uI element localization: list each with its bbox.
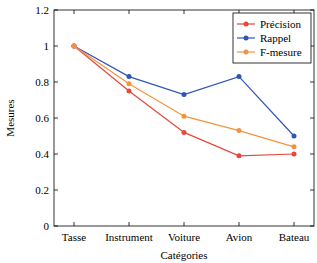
- legend: Précision Rappel F-mesure: [233, 13, 311, 63]
- legend-label: Rappel: [260, 32, 291, 44]
- x-tick-label: Avion: [226, 231, 253, 243]
- series-marker: [292, 152, 297, 157]
- legend-marker: [244, 50, 249, 55]
- x-tick-label: Tasse: [62, 231, 86, 243]
- series-marker: [237, 74, 242, 79]
- x-tick: [184, 222, 185, 226]
- series-marker: [127, 74, 132, 79]
- y-tick: [54, 190, 58, 191]
- y-tick-label: 1.2: [35, 4, 49, 16]
- y-tick: [310, 154, 314, 155]
- series-marker: [127, 89, 132, 94]
- x-tick: [74, 10, 75, 14]
- x-tick: [239, 222, 240, 226]
- y-tick: [310, 190, 314, 191]
- y-tick: [54, 154, 58, 155]
- legend-marker: [244, 22, 249, 27]
- y-axis-label: Mesures: [4, 99, 16, 136]
- series-marker: [237, 128, 242, 133]
- chart: 0 0.2 0.4 0.6 0.8 1 1.2 Tasse Instrument Voiture A…: [0, 0, 317, 263]
- y-tick: [54, 82, 58, 83]
- y-tick: [54, 46, 58, 47]
- y-tick-label: 0: [44, 220, 50, 232]
- y-tick: [54, 226, 58, 227]
- series-marker: [182, 114, 187, 119]
- legend-box: [233, 13, 311, 63]
- y-tick: [54, 118, 58, 119]
- x-tick: [184, 10, 185, 14]
- x-tick-label: Bateau: [279, 231, 310, 243]
- series-marker: [127, 81, 132, 86]
- x-tick: [129, 10, 130, 14]
- series-marker: [72, 44, 77, 49]
- series-marker: [182, 130, 187, 135]
- y-tick-label: 0.2: [35, 184, 49, 196]
- x-axis-label: Catégories: [160, 249, 207, 261]
- y-tick: [310, 226, 314, 227]
- plot-frame: [54, 10, 314, 226]
- y-tick: [54, 10, 58, 11]
- series-marker: [292, 144, 297, 149]
- legend-label: Précision: [260, 18, 301, 30]
- x-tick: [129, 222, 130, 226]
- series-marker: [72, 44, 77, 49]
- y-tick: [310, 82, 314, 83]
- series-marker: [292, 134, 297, 139]
- x-tick: [74, 222, 75, 226]
- series-marker: [237, 153, 242, 158]
- x-tick-label: Voiture: [168, 231, 200, 243]
- x-tick-label: Instrument: [105, 231, 153, 243]
- y-tick-label: 0.6: [35, 112, 49, 124]
- y-tick-label: 1: [44, 40, 50, 52]
- series-marker: [182, 92, 187, 97]
- y-tick-label: 0.8: [35, 76, 49, 88]
- y-tick-label: 0.4: [35, 148, 49, 160]
- legend-marker: [244, 36, 249, 41]
- legend-label: F-mesure: [260, 46, 302, 58]
- y-tick: [310, 118, 314, 119]
- y-tick: [310, 10, 314, 11]
- x-tick: [294, 222, 295, 226]
- series-marker: [72, 44, 77, 49]
